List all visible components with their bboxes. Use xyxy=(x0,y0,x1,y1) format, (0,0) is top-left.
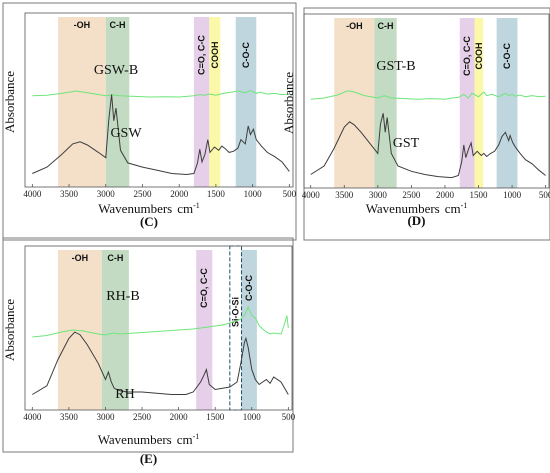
x-tick-label: 4000 xyxy=(23,412,42,422)
plot-frame xyxy=(24,12,294,188)
x-tick-label: 3000 xyxy=(97,189,116,199)
band-label: C=O, C-C xyxy=(462,36,472,76)
x-tick-label: 2000 xyxy=(170,189,189,199)
x-tick-label: 3000 xyxy=(369,190,388,200)
x-tick-label: 4000 xyxy=(302,190,321,200)
band-label: C-O-C xyxy=(244,275,254,301)
panel-label: (C) xyxy=(140,214,158,229)
band--oh xyxy=(58,17,106,187)
si-o-si-label: Si-O-Si xyxy=(231,297,241,327)
plot-frame xyxy=(303,13,550,189)
x-axis-unit: cm xyxy=(445,201,461,216)
series-annotation: GSW-B xyxy=(94,63,138,78)
series-annotation: RH-B xyxy=(106,289,139,304)
series-line-gsw xyxy=(32,94,290,176)
panel-e: -OH C-H C=O, C-C C-O-CSi-O-Si RH-B RH 4000 3500… xyxy=(2,237,296,466)
x-axis-unit: cm xyxy=(177,201,193,216)
plot-frame xyxy=(24,245,293,411)
series-annotation: GST xyxy=(393,136,420,151)
band--oh xyxy=(334,18,375,188)
x-axis-unit-exp: -1 xyxy=(461,201,468,210)
x-tick-label: 1500 xyxy=(470,190,489,200)
x-tick-label: 2000 xyxy=(170,412,189,422)
x-tick-label: 500 xyxy=(539,190,550,200)
series-line-gst-b xyxy=(310,90,546,100)
x-tick-label: 1000 xyxy=(244,189,263,199)
band-c-h xyxy=(101,250,129,410)
x-tick-label: 1500 xyxy=(207,189,226,199)
series-line-gst xyxy=(310,113,546,179)
x-tick-label: 500 xyxy=(282,412,296,422)
series-line-gsw-b xyxy=(32,89,290,98)
band-c-o-c xyxy=(496,18,518,188)
x-tick-label: 4000 xyxy=(23,189,42,199)
x-axis-label-text: Wavenumbers xyxy=(98,201,172,216)
band-label: -OH xyxy=(346,21,363,31)
x-axis-unit-exp: -1 xyxy=(193,432,200,441)
y-axis-label: Absorbance xyxy=(2,299,17,361)
band-label: COOH xyxy=(210,42,220,69)
x-axis-label: Wavenumbers cm-1 xyxy=(98,201,200,216)
band-label: C-O-C xyxy=(502,43,512,69)
band-c-h xyxy=(374,18,397,188)
x-tick-label: 3500 xyxy=(335,190,354,200)
band-cooh xyxy=(474,18,484,188)
band-c-o-c-c xyxy=(196,250,213,410)
x-axis-label: Wavenumbers cm-1 xyxy=(98,432,200,447)
series-line-rh-b xyxy=(32,305,289,338)
y-axis-label: Absorbance xyxy=(281,72,296,134)
x-axis-unit-exp: -1 xyxy=(193,201,200,210)
x-axis-label: Wavenumbers cm-1 xyxy=(366,201,468,216)
panel-c: -OH C-H C=O, C-C COOH C-O-C GSW-B GSW 4000 3500 3… xyxy=(2,2,297,241)
x-tick-label: 1000 xyxy=(243,412,262,422)
band-label: C-H xyxy=(107,253,123,263)
band-label: C=O, C-C xyxy=(199,268,209,308)
x-tick-label: 2000 xyxy=(436,190,455,200)
x-axis-label-text: Wavenumbers xyxy=(366,201,440,216)
x-axis-label-text: Wavenumbers xyxy=(98,432,172,447)
x-tick-label: 500 xyxy=(283,189,297,199)
band-cooh xyxy=(209,17,221,187)
series-annotation: RH xyxy=(115,387,134,402)
x-tick-label: 2500 xyxy=(133,412,152,422)
x-tick-label: 1500 xyxy=(206,412,225,422)
band-c-h xyxy=(105,17,130,187)
x-tick-label: 3500 xyxy=(60,189,79,199)
series-line-rh xyxy=(32,331,289,395)
band-label: C=O, C-C xyxy=(197,35,207,75)
x-tick-label: 3000 xyxy=(96,412,115,422)
band-label: -OH xyxy=(74,20,91,30)
band-label: C-O-C xyxy=(241,42,251,68)
panel-frame xyxy=(2,2,297,241)
band-label: -OH xyxy=(72,253,89,263)
series-annotation: GST-B xyxy=(376,59,415,74)
x-axis-unit: cm xyxy=(177,432,193,447)
y-axis-label: Absorbance xyxy=(2,71,17,133)
band-label: C-H xyxy=(378,21,394,31)
panel-label: (E) xyxy=(140,451,157,466)
x-tick-label: 2500 xyxy=(133,189,152,199)
panel-d: -OH C-H C=O, C-C COOH C-O-C GST-B GST 4000 3500 3… xyxy=(281,7,550,241)
x-tick-label: 3500 xyxy=(60,412,79,422)
band-c-o-c xyxy=(241,250,257,410)
band-label: C-H xyxy=(110,20,126,30)
x-tick-label: 1000 xyxy=(503,190,522,200)
panel-frame xyxy=(2,237,294,453)
band-c-o-c-c xyxy=(193,17,210,187)
panel-label: (D) xyxy=(407,213,425,228)
x-tick-label: 2500 xyxy=(402,190,421,200)
series-annotation: GSW xyxy=(110,126,142,141)
band--oh xyxy=(57,250,102,410)
band-label: COOH xyxy=(474,43,484,70)
band-c-o-c xyxy=(235,17,257,187)
